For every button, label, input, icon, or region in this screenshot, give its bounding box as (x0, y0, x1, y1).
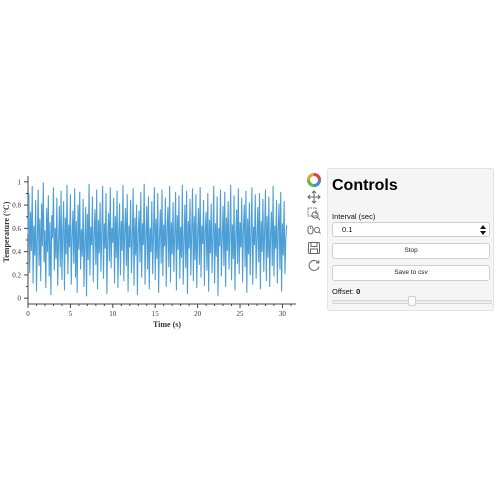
x-tick-label: 20 (194, 310, 202, 318)
controls-title: Controls (332, 177, 398, 194)
y-tick-label: 0 (18, 295, 22, 303)
save-icon[interactable] (307, 241, 321, 255)
temperature-chart[interactable]: 0 5 10 15 20 25 30 0 0.2 0.4 0.6 0.8 1 Time (s) Temp… (0, 168, 305, 333)
x-tick-label: 25 (237, 310, 245, 318)
temperature-series-line (27, 182, 288, 297)
box-zoom-icon[interactable] (307, 207, 321, 221)
y-tick-label: 0.8 (12, 202, 21, 210)
x-tick-label: 10 (109, 310, 117, 318)
bokeh-logo-icon[interactable] (307, 173, 321, 187)
spin-up-icon[interactable] (480, 225, 486, 229)
offset-row: Offset: 0 (332, 287, 360, 296)
y-tick-label: 1 (18, 178, 22, 186)
x-axis-label: Time (s) (153, 320, 181, 329)
x-tick-label: 30 (279, 310, 287, 318)
chart-series (27, 182, 288, 297)
interval-label: Interval (sec) (332, 212, 376, 221)
reset-icon[interactable] (307, 258, 321, 272)
pan-icon[interactable] (307, 190, 321, 204)
x-tick-label: 0 (26, 310, 30, 318)
interval-value[interactable]: 0.1 (342, 225, 353, 234)
y-tick-label: 0.4 (12, 248, 21, 256)
y-tick-label: 0.2 (12, 271, 21, 279)
offset-value: 0 (356, 287, 361, 296)
chart-ticks: 0 5 10 15 20 25 30 0 0.2 0.4 0.6 0.8 1 (12, 178, 292, 318)
stop-button[interactable]: Stop (332, 243, 490, 259)
controls-panel: Controls Interval (sec) 0.1 Stop Save to… (327, 168, 494, 311)
wheel-zoom-icon[interactable] (307, 224, 321, 238)
x-tick-label: 5 (69, 310, 73, 318)
y-axis-label: Temperature (°C) (2, 201, 11, 262)
offset-slider-handle[interactable] (408, 296, 416, 306)
interval-spinner[interactable]: 0.1 (332, 222, 490, 237)
save-to-csv-button[interactable]: Save to csv (332, 265, 490, 281)
spin-down-icon[interactable] (480, 231, 486, 235)
x-tick-label: 15 (152, 310, 160, 318)
y-tick-label: 0.6 (12, 225, 21, 233)
offset-label: Offset: (332, 287, 354, 296)
